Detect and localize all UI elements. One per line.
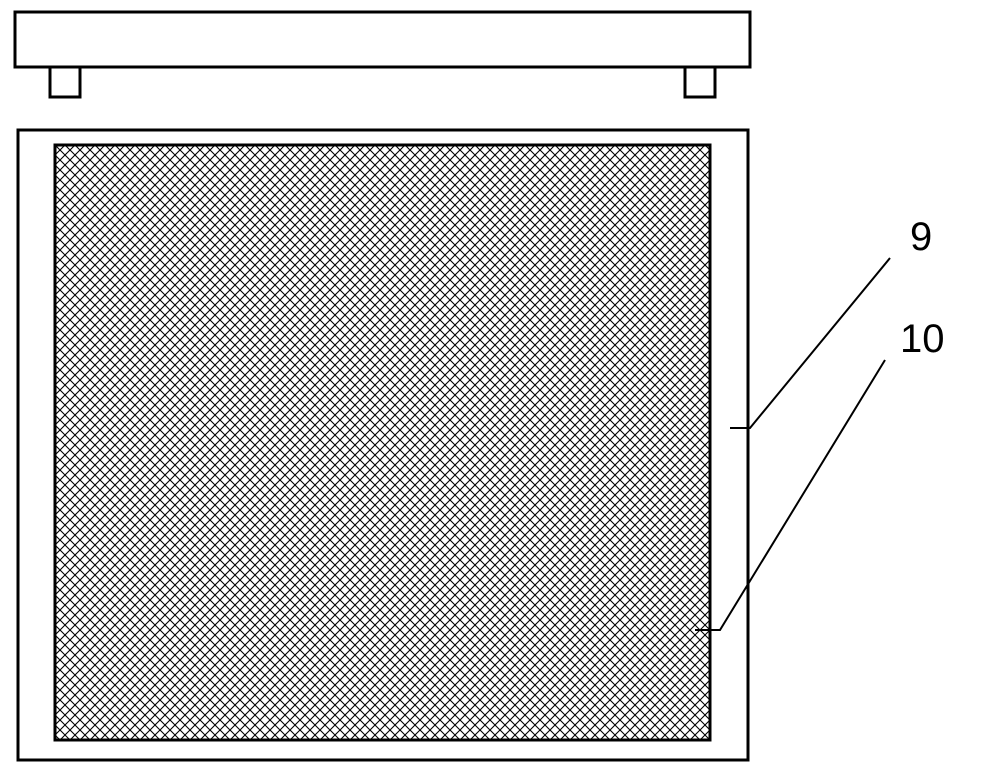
callout-10: 10 [695,317,945,630]
leader-9 [730,258,890,428]
label-10: 10 [900,317,945,361]
lid-leg-left [50,67,80,97]
diagram-svg: 9 10 [0,0,1000,772]
label-9: 9 [910,215,932,259]
lid-top [15,12,750,67]
lid-assembly [50,67,715,97]
diagram-canvas: 9 10 [0,0,1000,772]
hatched-fill [55,145,710,740]
container-body [55,145,710,740]
lid-leg-right [685,67,715,97]
leader-10 [695,360,885,630]
